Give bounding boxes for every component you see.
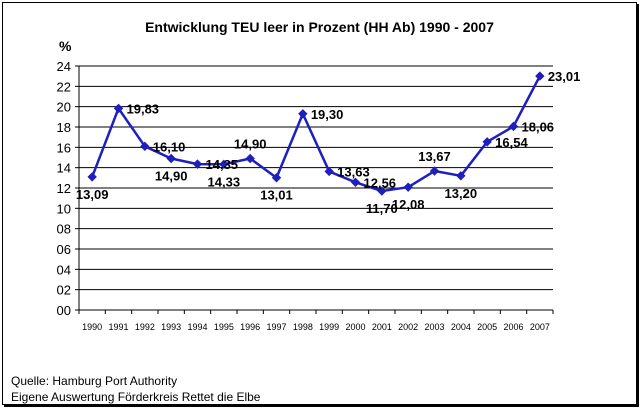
data-point bbox=[324, 166, 334, 177]
data-label: 19,30 bbox=[311, 107, 344, 122]
data-label: 13,20 bbox=[445, 186, 478, 201]
y-tick-label: 08 bbox=[57, 222, 71, 237]
x-tick-label: 1998 bbox=[293, 322, 313, 332]
data-point bbox=[377, 186, 387, 196]
x-tick-label: 2002 bbox=[398, 322, 418, 332]
data-point bbox=[403, 182, 413, 192]
source-line-1: Quelle: Hamburg Port Authority bbox=[11, 374, 178, 388]
chart-title: Entwicklung TEU leer in Prozent (HH Ab) … bbox=[145, 19, 494, 35]
y-tick-label: 02 bbox=[57, 283, 71, 298]
data-label: 11,70 bbox=[366, 201, 398, 216]
data-label: 13,63 bbox=[337, 164, 370, 179]
x-tick-label: 1992 bbox=[135, 322, 155, 332]
data-label: 18,06 bbox=[522, 119, 555, 134]
y-tick-label: 00 bbox=[57, 303, 71, 318]
data-point bbox=[113, 103, 124, 114]
data-label: 19,83 bbox=[127, 101, 160, 116]
y-tick-label: 14 bbox=[57, 161, 71, 176]
x-tick-label: 1997 bbox=[266, 322, 286, 332]
data-label: 12,08 bbox=[392, 197, 425, 212]
data-point bbox=[535, 71, 545, 81]
data-point bbox=[456, 171, 466, 181]
data-label: 13,67 bbox=[418, 149, 451, 164]
data-label: 13,09 bbox=[76, 187, 109, 202]
x-tick-label: 2006 bbox=[503, 322, 523, 332]
y-tick-label: 18 bbox=[57, 120, 71, 135]
y-tick-label: 06 bbox=[57, 242, 71, 257]
y-tick-label: 04 bbox=[57, 262, 71, 277]
source-line-2: Eigene Auswertung Förderkreis Rettet die… bbox=[11, 390, 261, 404]
y-tick-label: 12 bbox=[57, 181, 71, 196]
data-label: 14,90 bbox=[155, 169, 188, 184]
data-point bbox=[87, 172, 97, 182]
data-point bbox=[350, 177, 361, 188]
data-label: 14,33 bbox=[208, 174, 241, 189]
y-tick-label: 20 bbox=[57, 100, 71, 115]
data-label: 16,10 bbox=[153, 139, 186, 154]
y-tick-label: 10 bbox=[57, 201, 71, 216]
data-point bbox=[508, 121, 519, 132]
data-point bbox=[166, 153, 176, 164]
x-tick-label: 1990 bbox=[82, 322, 102, 332]
x-tick-label: 2001 bbox=[372, 322, 392, 332]
x-tick-label: 1991 bbox=[108, 322, 128, 332]
series-line bbox=[90, 75, 541, 193]
x-tick-label: 2000 bbox=[345, 322, 365, 332]
data-label: 12,56 bbox=[364, 175, 397, 190]
data-point bbox=[298, 109, 308, 119]
x-tick-label: 1994 bbox=[187, 322, 207, 332]
data-point bbox=[140, 141, 150, 152]
data-point bbox=[429, 166, 440, 176]
data-point bbox=[245, 153, 255, 164]
x-tick-label: 2005 bbox=[477, 322, 497, 332]
y-tick-label: 22 bbox=[57, 79, 71, 94]
data-label: 23,01 bbox=[548, 69, 581, 84]
data-point bbox=[271, 173, 282, 183]
x-tick-label: 1995 bbox=[214, 322, 234, 332]
x-tick-label: 1993 bbox=[161, 322, 181, 332]
data-label: 13,01 bbox=[260, 188, 293, 203]
data-point bbox=[482, 137, 492, 147]
y-tick-label: 24 bbox=[57, 59, 71, 74]
data-label: 14,90 bbox=[234, 137, 267, 152]
data-label: 16,54 bbox=[495, 135, 528, 150]
x-tick-label: 2003 bbox=[424, 322, 444, 332]
x-tick-label: 2007 bbox=[530, 322, 550, 332]
y-axis-unit: % bbox=[59, 38, 72, 54]
x-tick-label: 2004 bbox=[451, 322, 471, 332]
data-label: 14,35 bbox=[206, 157, 239, 172]
data-point bbox=[219, 159, 229, 170]
x-tick-label: 1996 bbox=[240, 322, 260, 332]
y-tick-label: 16 bbox=[57, 140, 71, 155]
x-tick-label: 1999 bbox=[319, 322, 339, 332]
data-point bbox=[192, 159, 203, 169]
